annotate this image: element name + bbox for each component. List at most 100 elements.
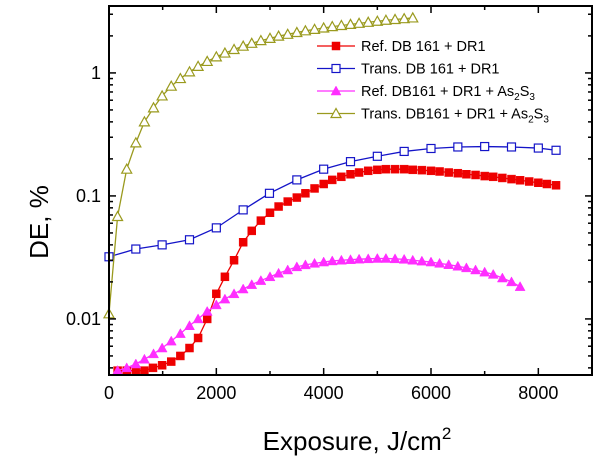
legend-marker — [329, 107, 343, 119]
series-2 — [112, 252, 526, 375]
data-point — [326, 20, 339, 32]
data-point — [184, 320, 195, 330]
data-point — [283, 197, 292, 206]
data-point — [534, 178, 543, 187]
data-point — [319, 164, 329, 174]
data-point — [156, 89, 169, 101]
data-point — [167, 357, 176, 366]
data-point — [487, 268, 499, 279]
data-point — [379, 14, 392, 25]
x-axis-title: Exposure, J/cm2 — [263, 424, 452, 456]
data-point — [212, 289, 221, 299]
data-point — [425, 256, 437, 267]
y-tick-label: 0.1 — [76, 186, 101, 206]
legend-label-part: 3 — [543, 115, 549, 126]
x-tick-label: 2000 — [196, 383, 236, 403]
data-point — [174, 328, 186, 338]
data-point — [533, 143, 543, 153]
data-point — [353, 253, 365, 264]
data-point — [416, 255, 428, 266]
data-point — [238, 238, 248, 247]
data-point — [218, 46, 231, 58]
plot-frame — [108, 5, 593, 376]
data-point — [489, 172, 498, 182]
data-point — [201, 305, 213, 316]
x-tick-label: 4000 — [304, 383, 344, 403]
data-point — [192, 60, 205, 71]
data-point — [219, 293, 231, 304]
legend-label: Ref. DB 161 + DR1 — [361, 39, 486, 55]
data-point — [380, 252, 392, 263]
legend-marker — [331, 63, 341, 74]
data-point — [130, 358, 142, 369]
data-point — [157, 240, 167, 250]
legend-marker — [330, 85, 342, 96]
data-point — [524, 177, 534, 186]
y-tick-label: 0.01 — [66, 309, 101, 329]
data-point — [292, 193, 302, 202]
series-line — [108, 145, 557, 258]
data-point — [299, 259, 311, 270]
data-point — [290, 26, 303, 38]
data-point — [263, 32, 277, 43]
legend-label-part: 2 — [514, 92, 520, 103]
data-point — [389, 253, 401, 264]
series-1 — [104, 141, 561, 262]
series-3 — [102, 11, 419, 319]
data-point — [373, 165, 382, 175]
data-point — [274, 202, 283, 211]
x-tick-label: 8000 — [518, 383, 558, 403]
data-point — [265, 208, 275, 217]
x-tick-label: 0 — [104, 383, 114, 403]
data-point — [507, 174, 516, 184]
data-point — [335, 254, 347, 265]
data-point — [435, 167, 444, 176]
x-axis-title-sup: 2 — [442, 424, 451, 443]
data-point — [371, 15, 384, 26]
data-point — [210, 50, 223, 62]
data-point — [308, 23, 321, 34]
data-point — [292, 175, 302, 185]
legend-entry: Trans. DB161 + DR1 + As2S3 — [317, 107, 549, 126]
data-point — [426, 143, 436, 154]
data-point — [237, 283, 249, 294]
data-point — [211, 223, 221, 233]
data-point — [542, 179, 552, 189]
legend-entry: Ref. DB161 + DR1 + As2S3 — [317, 84, 535, 103]
data-point — [362, 16, 375, 27]
data-point — [192, 313, 204, 324]
data-point — [111, 210, 124, 222]
data-point — [237, 39, 250, 51]
data-point — [344, 18, 357, 30]
data-point — [121, 362, 133, 373]
data-point — [183, 65, 196, 77]
data-point — [398, 253, 410, 264]
y-tick-label: 1 — [91, 63, 101, 83]
data-point — [460, 262, 472, 273]
data-point — [245, 37, 258, 48]
data-point — [444, 168, 453, 177]
legend-label: Trans. DB 161 + DR1 — [361, 62, 499, 78]
legend-label-part: Trans. DB 161 + DR1 — [361, 62, 499, 78]
data-point — [337, 172, 346, 182]
data-point — [335, 19, 348, 31]
data-point — [202, 314, 212, 324]
data-point — [406, 11, 419, 23]
data-point — [254, 34, 267, 46]
data-point — [148, 363, 158, 373]
data-point — [273, 267, 285, 278]
data-point — [462, 170, 471, 179]
data-point — [291, 261, 303, 272]
legend-label-part: Ref. DB161 + DR1 + As — [361, 84, 514, 100]
data-point — [346, 170, 355, 179]
data-point — [238, 205, 248, 215]
data-point — [372, 151, 382, 161]
data-point — [310, 184, 319, 193]
series-line — [117, 168, 557, 372]
data-point — [317, 21, 330, 33]
legend-label-part: Trans. DB161 + DR1 + As — [361, 107, 528, 123]
data-point — [514, 281, 526, 291]
data-point — [264, 188, 275, 198]
data-point — [398, 12, 411, 24]
data-point — [255, 275, 267, 285]
